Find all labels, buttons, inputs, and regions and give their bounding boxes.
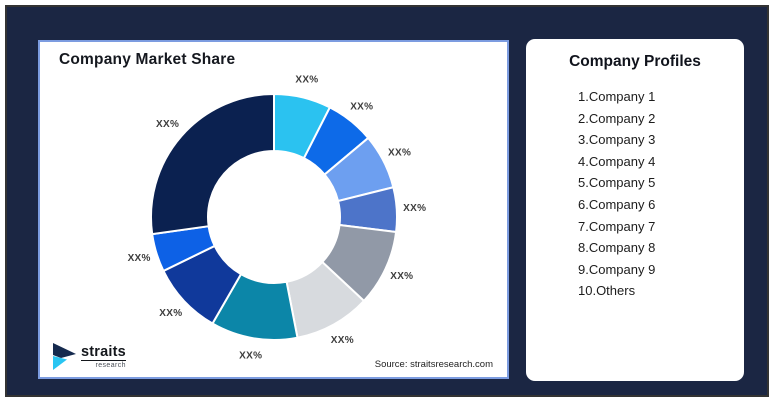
company-profiles-card: Company Profiles 1.Company 1 2.Company 2 3… [526,39,744,381]
profile-item-9: 9.Company 9 [578,261,656,277]
profiles-list: 1.Company 1 2.Company 2 3.Company 3 4.Compa… [578,86,744,302]
straits-logo-icon [53,343,76,370]
navy-panel: Company Market Share XX% XX% XX% XX% XX% XX% X… [5,5,769,397]
profile-item-8: 8.Company 8 [578,240,656,256]
source-attribution: Source: straitsresearch.com [374,359,493,370]
segment-value-label-7: XX% [239,351,262,362]
profile-item-4: 4.Company 4 [578,153,656,169]
segment-value-label-1: XX% [295,75,318,86]
profile-item-1: 1.Company 1 [578,89,656,104]
logo-wordmark: straits research [81,345,126,369]
profile-item-5: 5.Company 5 [578,175,656,191]
chart-title: Company Market Share [59,51,236,68]
profile-item-3: 3.Company 3 [578,132,656,148]
profile-item-10: 10.Others [578,283,636,299]
logo-sub-text: research [95,362,126,369]
profile-item-2: 2.Company 2 [578,110,656,126]
straits-research-logo: straits research [53,342,126,370]
profile-item-6: 6.Company 6 [578,196,656,212]
segment-value-label-9: XX% [128,253,151,264]
segment-value-label-8: XX% [159,308,182,319]
segment-value-label-10: XX% [156,119,179,130]
segment-value-label-4: XX% [403,203,426,214]
segment-value-label-2: XX% [350,101,373,112]
market-share-donut-chart: XX% XX% XX% XX% XX% XX% XX% XX% XX% XX% [128,75,426,362]
donut-segment-10 [150,92,275,236]
market-share-card: Company Market Share XX% XX% XX% XX% XX% XX% X… [38,40,509,379]
segment-value-label-5: XX% [390,271,413,282]
segment-value-label-3: XX% [388,148,411,159]
profiles-title: Company Profiles [569,53,701,70]
segment-value-label-6: XX% [331,335,354,346]
logo-brand-text: straits [81,344,126,361]
profile-item-7: 7.Company 7 [578,218,656,234]
